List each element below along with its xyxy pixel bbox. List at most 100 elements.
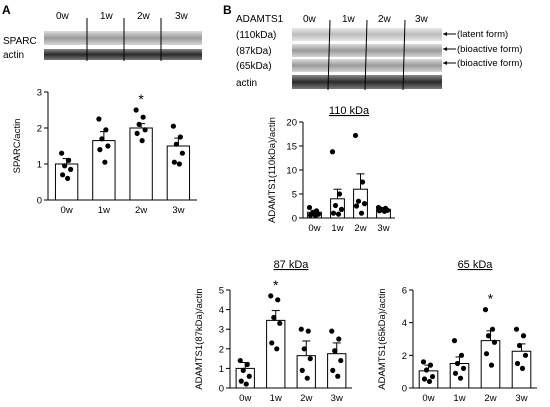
blot-b-arrowhead	[443, 61, 447, 65]
data-point	[429, 373, 436, 380]
data-point	[336, 336, 342, 342]
panel-letter-a: A	[2, 3, 11, 17]
panel-letter-b: B	[223, 3, 232, 17]
data-point	[304, 375, 310, 381]
x-tick-label: 2w	[354, 223, 366, 234]
x-tick-label: 3w	[331, 393, 343, 404]
blot-b-lane-label: 1w	[342, 14, 356, 25]
y-tick-label: 1	[219, 364, 224, 375]
y-tick-label: 2	[37, 124, 42, 135]
data-point	[96, 116, 102, 122]
x-tick-label: 0w	[239, 393, 251, 404]
data-point	[353, 203, 360, 209]
data-point	[332, 348, 338, 354]
data-point	[488, 362, 495, 368]
data-point	[103, 127, 109, 133]
y-tick-label: 1	[37, 160, 42, 171]
data-point	[426, 378, 433, 385]
data-point	[427, 362, 434, 368]
data-point	[513, 326, 520, 332]
data-point	[60, 172, 66, 178]
data-point	[298, 326, 304, 332]
chart-title: 65 kDa	[458, 259, 494, 271]
blot-a-lane-label: 0w	[56, 11, 70, 22]
x-tick-label: 1w	[331, 223, 343, 234]
chart-title: 110 kDa	[329, 105, 370, 117]
chart-adamts1-110kda: 110 kDa 0 5 10 15 20 ADAMTS1(110kDa)/actin 0w 1w…	[267, 105, 395, 234]
blot-b-87-band	[292, 44, 442, 57]
blot-b-divider	[402, 19, 406, 91]
blot-b-row-label: (65kDa)	[236, 61, 272, 72]
data-point	[359, 179, 366, 185]
data-point	[237, 357, 243, 364]
data-point	[136, 121, 142, 127]
data-point	[307, 212, 314, 218]
blot-a-lane-label: 2w	[137, 11, 151, 22]
y-tick-label: 2	[219, 344, 224, 355]
blot-b-protein-label: ADAMTS1	[236, 14, 284, 25]
blot-b-lane-label: 2w	[378, 14, 392, 25]
data-point	[519, 365, 526, 371]
data-point	[269, 340, 275, 346]
data-point	[176, 161, 182, 167]
blot-b-lane-label: 0w	[303, 14, 317, 25]
y-tick-label: 20	[286, 118, 297, 129]
y-tick-label: 5	[219, 286, 224, 297]
x-tick-label: 0w	[308, 223, 320, 234]
data-point	[240, 367, 246, 373]
blot-b-actin-band	[292, 75, 442, 89]
data-point	[376, 208, 383, 214]
x-tick-label: 0w	[422, 393, 434, 404]
blot-b-annotation: (bioactive form)	[457, 58, 522, 69]
data-point	[452, 370, 459, 376]
y-axis-label: ADAMTS1(110kDa)/actin	[267, 117, 278, 223]
data-point	[271, 314, 277, 321]
x-tick-label: 1w	[270, 393, 282, 404]
y-tick-label: 0	[402, 384, 407, 395]
data-point	[330, 367, 336, 373]
data-point	[66, 157, 72, 163]
data-point	[489, 326, 496, 332]
data-point	[483, 351, 490, 357]
data-point	[246, 373, 252, 379]
blot-b-divider	[327, 19, 331, 91]
y-axis-label: ADAMTS1(87kDa)/actin	[194, 288, 205, 389]
data-point	[361, 201, 368, 207]
bar	[166, 145, 191, 201]
y-tick-label: 0	[37, 196, 42, 207]
y-tick-label: 4	[219, 305, 224, 316]
y-tick-label: 0	[292, 214, 297, 225]
data-point	[329, 149, 336, 155]
blot-b-annotation: (bioactive form)	[457, 44, 522, 55]
blot-b-65-band	[292, 59, 442, 72]
blot-b: ADAMTS1 0w 1w 2w 3w (110kDa) (87kDa) (65…	[236, 14, 522, 91]
data-point	[520, 333, 527, 339]
data-point	[277, 320, 283, 326]
data-point	[358, 210, 365, 216]
data-point	[355, 198, 362, 204]
data-point	[338, 357, 344, 364]
data-point	[516, 342, 523, 349]
y-tick-label: 10	[286, 166, 297, 177]
blot-a-actin-band	[44, 49, 202, 60]
y-axis-label: ADAMTS1(65kDa)/actin	[377, 288, 388, 389]
data-point	[65, 175, 71, 181]
data-point	[275, 297, 281, 303]
data-point	[179, 150, 185, 156]
data-point	[381, 208, 388, 214]
chart-title: 87 kDa	[274, 259, 310, 271]
data-point	[244, 361, 250, 368]
blot-b-row-label: actin	[236, 78, 257, 89]
data-point	[454, 360, 461, 367]
x-tick-label: 1w	[453, 393, 465, 404]
data-point	[133, 107, 139, 113]
data-point	[522, 352, 529, 358]
x-tick-label: 0w	[61, 205, 73, 216]
y-tick-label: 3	[37, 88, 42, 99]
bar	[296, 355, 316, 389]
x-tick-label: 3w	[515, 393, 527, 404]
chart-adamts1-65kda: 65 kDa 0 2 4 6 ADAMTS1(65kDa)/actin 0w 1w 2w * 3w	[377, 259, 537, 404]
data-point	[177, 134, 183, 140]
blot-b-row-label: (87kDa)	[236, 46, 272, 57]
